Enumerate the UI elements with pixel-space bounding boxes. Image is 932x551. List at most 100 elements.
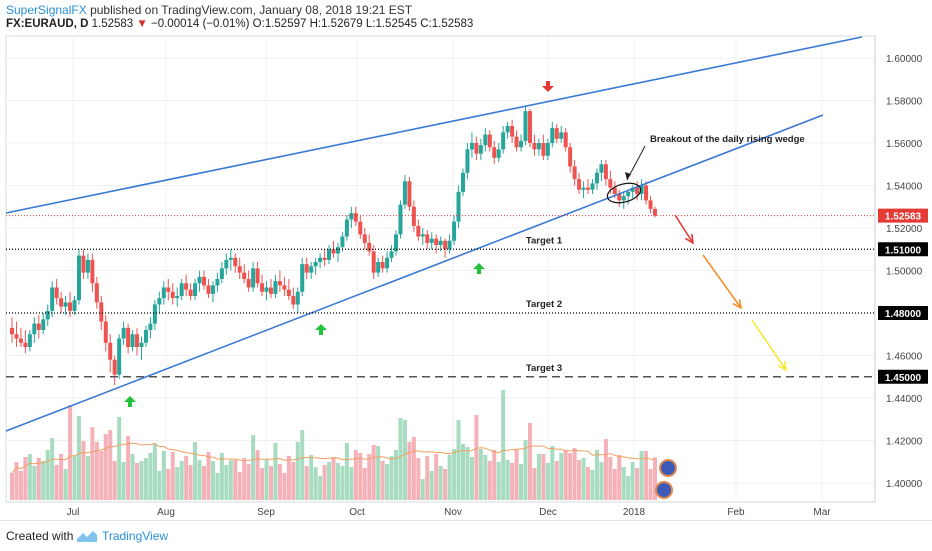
volume-bar: [452, 449, 457, 500]
last-price: 1.52583: [91, 18, 134, 30]
volume-bar: [179, 461, 184, 500]
candle-body: [188, 289, 193, 296]
volume-bar: [112, 461, 117, 500]
candle-body: [202, 276, 207, 286]
projection-arrow-red-head: [684, 233, 694, 245]
candle-body: [568, 147, 573, 167]
volume-bar: [460, 444, 465, 500]
volume-bar: [425, 456, 430, 500]
candle-body: [10, 327, 14, 335]
volume-bar: [402, 420, 407, 500]
volume-bar: [608, 457, 613, 500]
volume-bar: [228, 460, 233, 500]
volume-bar: [487, 461, 492, 500]
volume-bar: [197, 460, 202, 500]
volume-bar: [152, 444, 157, 500]
candle-body: [309, 266, 314, 273]
projection-arrow-orange: [702, 254, 742, 309]
volume-bar: [251, 435, 256, 500]
y-tick-label: 1.58000: [886, 97, 923, 108]
candle-body: [541, 143, 546, 156]
candle-body: [121, 327, 126, 339]
candle-body: [594, 172, 599, 184]
candle-body: [389, 251, 394, 258]
price-chart[interactable]: 1.52583 Target 1 1.51000 Target 2 1.48000 Tar…: [0, 0, 932, 520]
ohlc-line: FX:EURAUD, D 1.52583 ▼ −0.00014 (−0.01%)…: [6, 18, 473, 30]
volume-bar: [260, 468, 265, 500]
volume-bar: [496, 462, 501, 500]
volume-bar: [358, 453, 363, 500]
volume-bar: [554, 461, 559, 500]
candle-body: [514, 136, 519, 148]
tradingview-link[interactable]: TradingView: [102, 529, 169, 543]
volume-bar: [599, 462, 604, 500]
x-tick-label: Aug: [157, 507, 175, 518]
open-label: O:: [252, 18, 265, 30]
candle-body: [563, 132, 568, 148]
open-value: 1.52597: [264, 18, 307, 30]
wedge-lower-line: [5, 114, 824, 432]
target-label: Target 1: [526, 235, 563, 246]
candle-body: [554, 128, 559, 139]
target-price-tag: [878, 242, 928, 257]
volume-bar: [148, 453, 153, 500]
volume-bar: [644, 451, 649, 500]
volume-bar: [465, 447, 470, 500]
volume-bar: [443, 469, 448, 500]
x-tick-label: Sep: [257, 507, 275, 518]
volume-bar: [206, 452, 211, 500]
candle-body: [501, 132, 506, 150]
candle-body: [300, 264, 305, 292]
candle-body: [36, 323, 41, 330]
volume-bar: [277, 464, 282, 500]
candle-body: [648, 200, 653, 209]
volume-bar: [523, 440, 528, 500]
volume-bar: [36, 458, 41, 500]
volume-bar: [630, 462, 635, 500]
volume-bar: [166, 469, 171, 500]
volume-bar: [371, 445, 376, 500]
candle-body: [32, 323, 37, 335]
candle-body: [452, 221, 457, 241]
target-price-tag: [878, 369, 928, 384]
candle-body: [536, 143, 541, 150]
publish-info: published on TradingView.com, January 08…: [90, 3, 413, 17]
candle-body: [447, 240, 452, 250]
volume-bar: [32, 466, 37, 500]
candle-body: [224, 259, 229, 269]
target-price-tag-label: 1.51000: [885, 245, 922, 256]
close-value: 1.52583: [431, 18, 474, 30]
candle-body: [456, 191, 461, 222]
candle-body: [322, 257, 327, 260]
volume-bar: [510, 463, 515, 500]
close-label: C:: [420, 18, 432, 30]
volume-bar: [447, 455, 452, 500]
candle-body: [474, 143, 479, 154]
candle-body: [59, 298, 64, 307]
candle-body: [41, 319, 46, 330]
volume-bar: [90, 427, 95, 500]
volume-bar: [550, 446, 555, 500]
candle-body: [103, 321, 108, 343]
candle-body: [260, 283, 265, 292]
volume-bar: [237, 472, 242, 500]
candle-body: [371, 251, 376, 273]
candle-body: [94, 283, 99, 303]
volume-bar: [170, 452, 175, 500]
target-price-tag: [878, 306, 928, 320]
volume-bar: [532, 468, 537, 500]
volume-bar: [416, 458, 421, 500]
volume-bar: [519, 464, 524, 500]
volume-bar: [568, 453, 573, 500]
candle-body: [126, 327, 131, 347]
target-price-tag-label: 1.45000: [885, 373, 922, 384]
candle-body: [519, 140, 524, 148]
candle-body: [143, 330, 148, 343]
author-link[interactable]: SuperSignalFX: [6, 3, 87, 17]
volume-bar: [103, 434, 108, 500]
candle-body: [653, 208, 657, 216]
projection-arrow-yellow-head: [777, 360, 788, 372]
candle-body: [434, 238, 439, 245]
candle-body: [344, 219, 349, 237]
symbol-label[interactable]: FX:EURAUD, D: [6, 18, 89, 30]
